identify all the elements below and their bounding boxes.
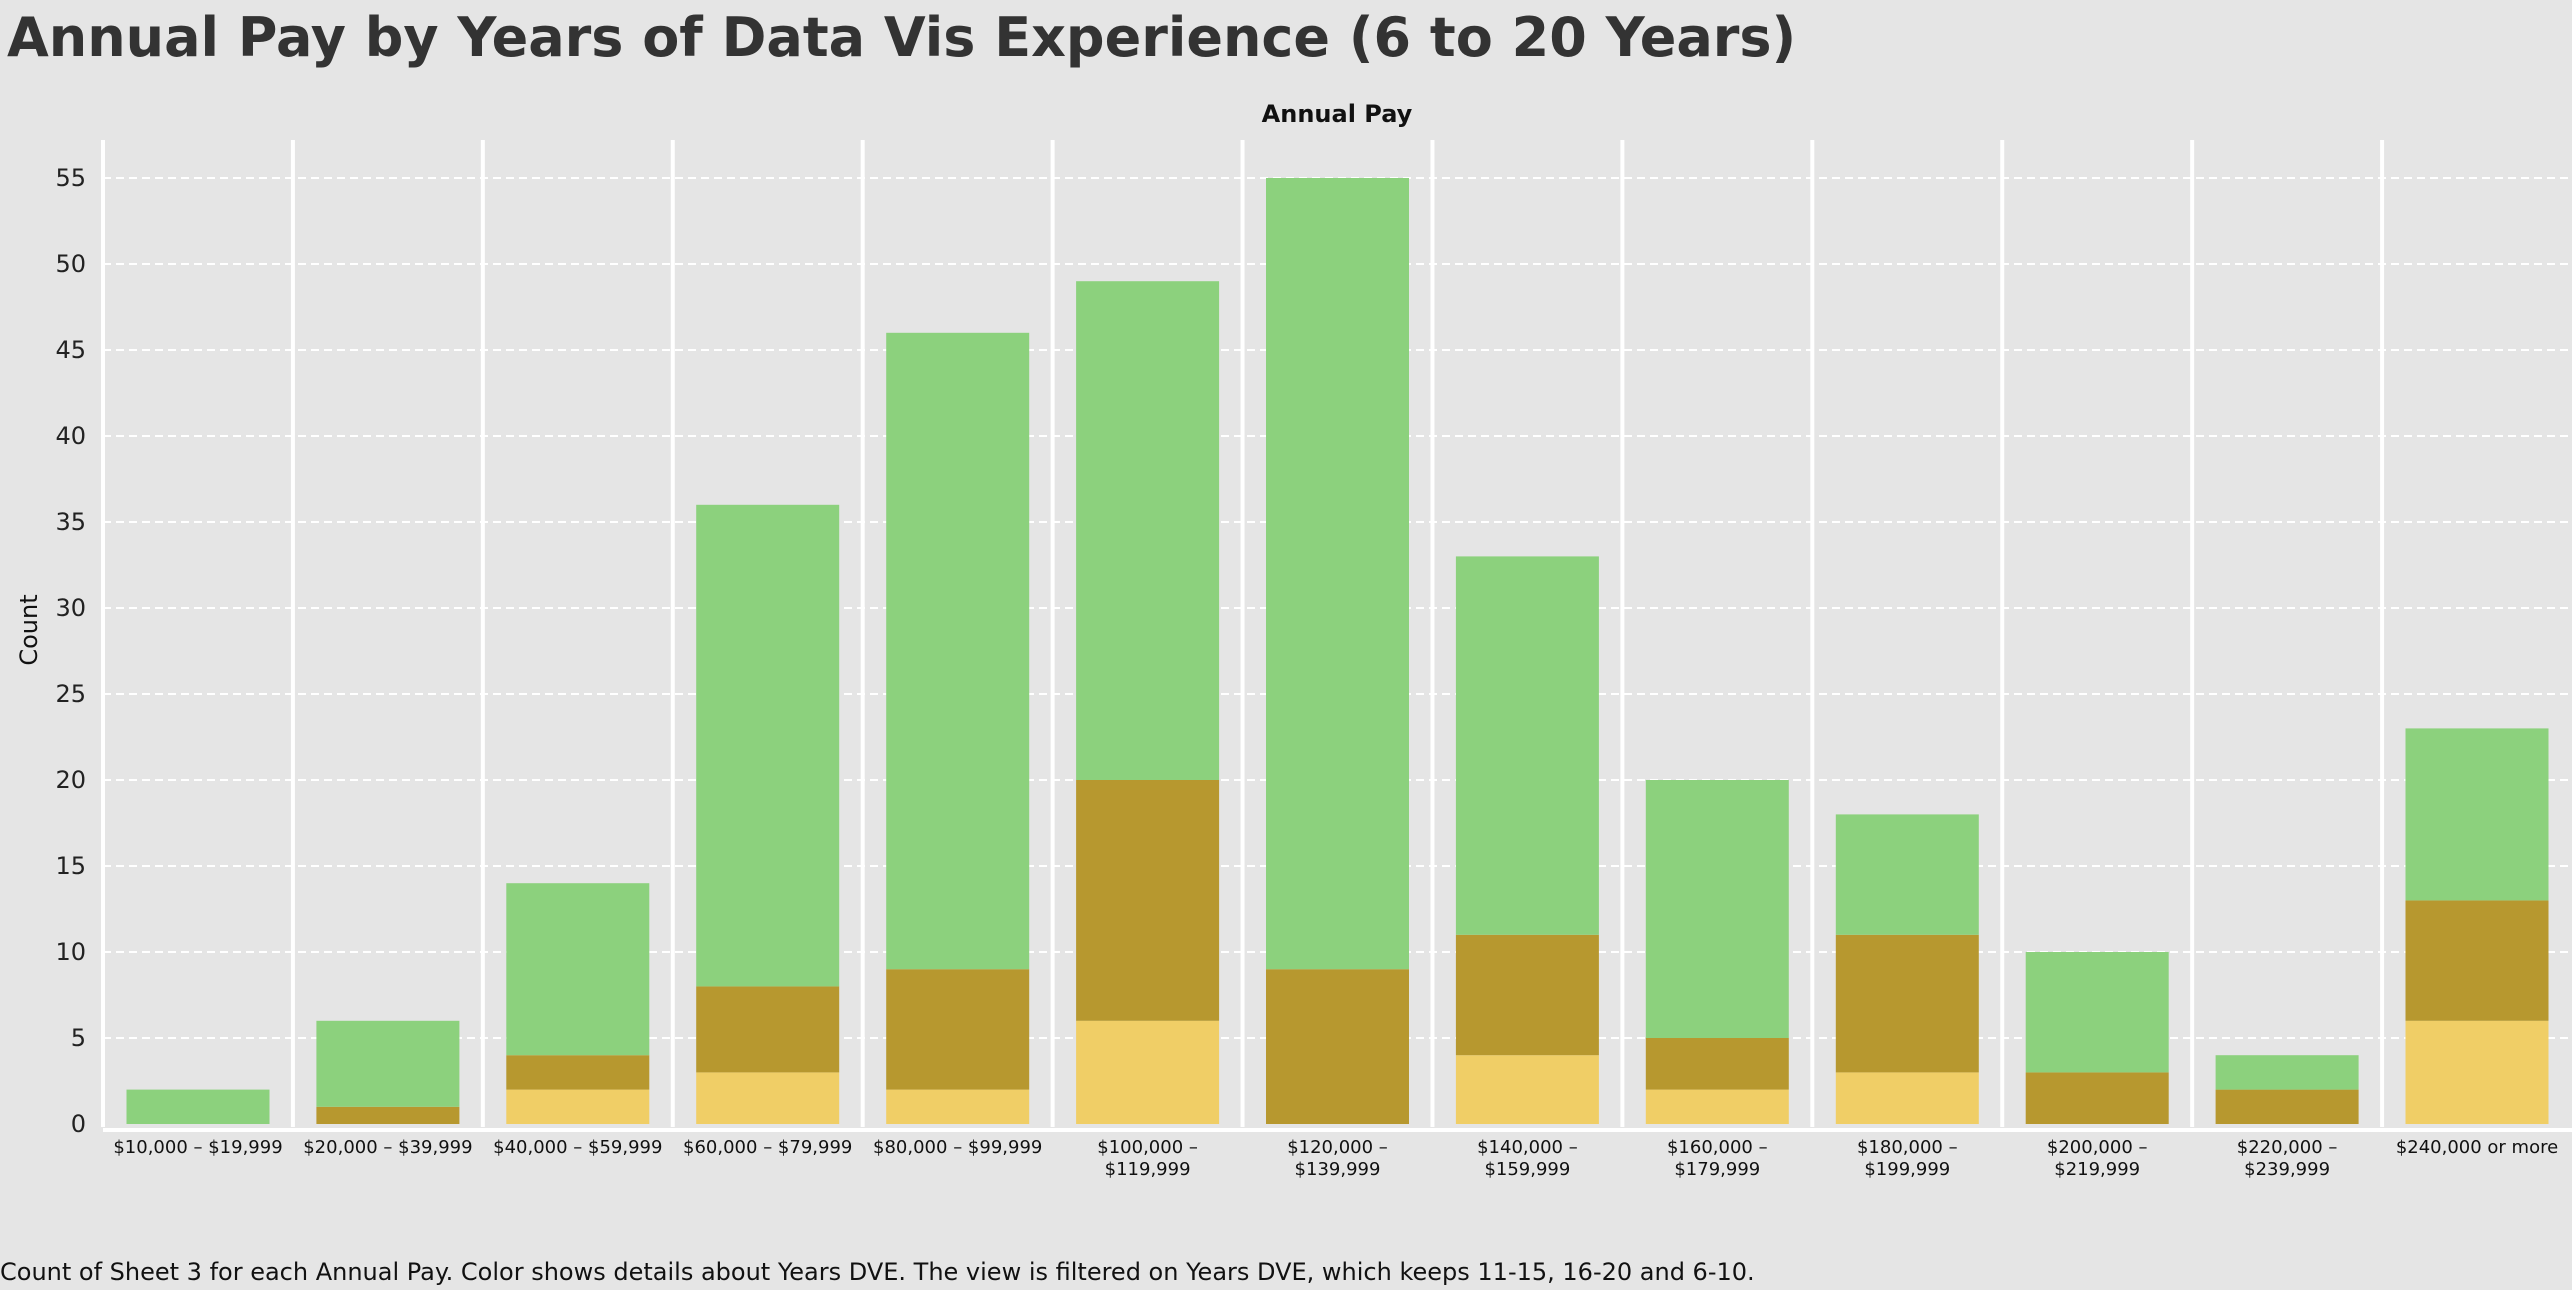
x-tick-label: $240,000 or more [2396, 1137, 2558, 1158]
x-tick-label: $80,000 – $99,999 [873, 1137, 1042, 1158]
bar-segment [506, 883, 650, 1056]
y-axis-ticks: 0 5 10 15 20 25 30 35 40 45 50 55 [55, 164, 86, 1138]
bar-segment [1455, 934, 1599, 1056]
bar-segment [1455, 556, 1599, 935]
y-tick-label: 55 [55, 164, 86, 192]
bar-segment [696, 986, 840, 1073]
bar-segment [1076, 780, 1220, 1021]
x-tick-label: $160,000 – [1667, 1137, 1768, 1158]
x-tick-label: $199,999 [1864, 1159, 1950, 1180]
bar-segment [1835, 814, 1979, 935]
bar-segment [1645, 1038, 1789, 1090]
bar-segment [886, 1089, 1030, 1124]
column-dividers [101, 140, 2385, 1127]
bar-segment [2215, 1055, 2359, 1090]
x-tick-label: $200,000 – [2047, 1137, 2148, 1158]
x-tick-label: $159,999 [1484, 1159, 1570, 1180]
bar-segment [506, 1055, 650, 1090]
bar-segment [1455, 1055, 1599, 1124]
y-tick-label: 40 [55, 422, 86, 450]
bar-segment [2405, 728, 2549, 901]
bar-segment [886, 969, 1030, 1090]
bar-segment [2215, 1089, 2359, 1124]
y-tick-label: 45 [55, 336, 86, 364]
bars [126, 178, 2549, 1124]
x-tick-label: $139,999 [1295, 1159, 1381, 1180]
bar-segment [1645, 780, 1789, 1038]
y-tick-label: 5 [71, 1024, 86, 1052]
bar-segment [1835, 934, 1979, 1073]
x-tick-label: $10,000 – $19,999 [113, 1137, 282, 1158]
chart-title: Annual Pay by Years of Data Vis Experien… [7, 6, 1797, 69]
bar-segment [1076, 281, 1220, 780]
y-tick-label: 20 [55, 766, 86, 794]
bar-segment [1076, 1020, 1220, 1124]
bar-segment [2405, 1020, 2549, 1124]
bar-segment [316, 1020, 460, 1107]
y-tick-label: 35 [55, 508, 86, 536]
bar-segment [696, 504, 840, 987]
x-tick-label: $20,000 – $39,999 [303, 1137, 472, 1158]
x-tick-label: $100,000 – [1097, 1137, 1198, 1158]
x-tick-label: $60,000 – $79,999 [683, 1137, 852, 1158]
x-axis-category-labels: $10,000 – $19,999 $20,000 – $39,999 $40,00… [113, 1137, 2558, 1180]
x-tick-label: $120,000 – [1287, 1137, 1388, 1158]
bar-segment [1835, 1072, 1979, 1124]
bar-segment [126, 1089, 270, 1124]
x-tick-label: $119,999 [1105, 1159, 1191, 1180]
bar-segment [2025, 1072, 2169, 1124]
bar-segment [696, 1072, 840, 1124]
bar-segment [2025, 952, 2169, 1073]
y-tick-label: 10 [55, 938, 86, 966]
x-tick-label: $40,000 – $59,999 [493, 1137, 662, 1158]
x-tick-label: $179,999 [1674, 1159, 1760, 1180]
bar-segment [886, 332, 1030, 970]
x-tick-label: $140,000 – [1477, 1137, 1578, 1158]
y-tick-label: 50 [55, 250, 86, 278]
x-tick-label: $180,000 – [1857, 1137, 1958, 1158]
bar-segment [1266, 969, 1409, 1124]
x-tick-label: $219,999 [2054, 1159, 2140, 1180]
bar-segment [506, 1089, 650, 1124]
y-axis-title: Count [15, 594, 43, 665]
x-tick-label: $220,000 – [2237, 1137, 2338, 1158]
chart-caption: Count of Sheet 3 for each Annual Pay. Co… [0, 1258, 1755, 1286]
bar-segment [2405, 900, 2549, 1021]
bar-segment [316, 1106, 460, 1124]
column-header: Annual Pay [1262, 100, 1413, 128]
y-tick-label: 25 [55, 680, 86, 708]
y-tick-label: 0 [71, 1110, 86, 1138]
x-tick-label: $239,999 [2244, 1159, 2330, 1180]
y-tick-label: 30 [55, 594, 86, 622]
bar-segment [1645, 1089, 1789, 1124]
bar-segment [1266, 178, 1409, 970]
y-tick-label: 15 [55, 852, 86, 880]
